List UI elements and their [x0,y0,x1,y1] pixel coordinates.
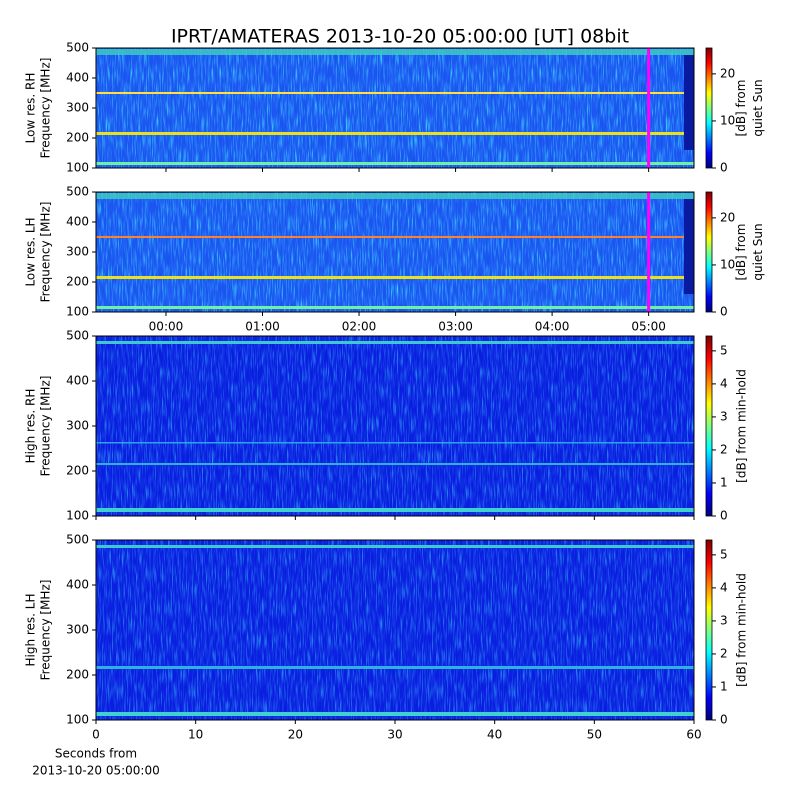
y-tick-label: 500 [66,533,89,547]
colorbar-tick-label: 20 [720,210,735,224]
figure-title: IPRT/AMATERAS 2013-10-20 05:00:00 [UT] 0… [171,26,629,48]
colorbar [705,47,713,169]
colorbar [705,335,713,517]
x-tick-label: 01:00 [245,320,280,334]
y-axis-label: High res. LH [24,593,38,666]
colorbar [705,539,713,721]
y-axis-label: Frequency [MHz] [39,202,53,303]
colorbar-tick-label: 3 [720,409,728,423]
x-tick-label: 02:00 [342,320,377,334]
x-axis-label: Seconds from [55,747,137,761]
colorbar-tick-label: 10 [720,113,735,127]
y-tick-label: 300 [66,101,89,115]
x-tick-label: 60 [686,728,701,742]
y-tick-label: 500 [66,41,89,55]
x-tick-label: 04:00 [535,320,570,334]
colorbar-tick-label: 0 [720,161,728,175]
y-axis-label: Frequency [MHz] [39,580,53,681]
y-tick-label: 200 [66,131,89,145]
colorbar-tick-label: 10 [720,257,735,271]
y-tick-label: 200 [66,668,89,682]
y-tick-label: 500 [66,185,89,199]
y-tick-label: 200 [66,464,89,478]
y-axis-label: Low res. RH [24,73,38,144]
y-tick-label: 100 [66,305,89,319]
y-tick-label: 200 [66,275,89,289]
x-tick-label: 0 [92,728,100,742]
colorbar-tick-label: 2 [720,442,728,456]
x-tick-label: 00:00 [149,320,184,334]
x-tick-label: 30 [387,728,402,742]
colorbar-tick-label: 5 [720,547,728,561]
x-tick-label: 40 [487,728,502,742]
x-tick-label: 05:00 [631,320,666,334]
x-tick-label: 10 [188,728,203,742]
colorbar [705,191,713,313]
colorbar-label: quiet Sun [751,79,765,136]
y-tick-label: 400 [66,215,89,229]
colorbar-label: [dB] from min-hold [735,573,749,687]
colorbar-label: [dB] from [734,80,748,137]
y-tick-label: 300 [66,623,89,637]
y-tick-label: 300 [66,245,89,259]
colorbar-tick-label: 1 [720,475,728,489]
y-tick-label: 300 [66,419,89,433]
colorbar-tick-label: 0 [720,305,728,319]
panel-image [96,192,694,312]
panel-image [96,540,694,720]
colorbar-tick-label: 0 [720,713,728,727]
y-axis-label: High res. RH [24,389,38,464]
colorbar-tick-label: 2 [720,646,728,660]
y-axis-label: Frequency [MHz] [39,58,53,159]
panel-image [96,48,694,168]
y-tick-label: 400 [66,578,89,592]
spectrogram-images [96,48,694,720]
colorbar-tick-label: 0 [720,509,728,523]
y-tick-label: 100 [66,161,89,175]
y-tick-label: 500 [66,329,89,343]
colorbar-tick-label: 5 [720,343,728,357]
x-axis-label: 2013-10-20 05:00:00 [32,764,159,778]
colorbar-label: [dB] from min-hold [735,369,749,483]
x-tick-label: 20 [288,728,303,742]
y-axis-label: Low res. LH [24,217,38,286]
x-tick-label: 50 [587,728,602,742]
colorbar-label: [dB] from [734,224,748,281]
y-tick-label: 400 [66,374,89,388]
y-axis-label: Frequency [MHz] [39,376,53,477]
x-tick-label: 03:00 [438,320,473,334]
y-tick-label: 100 [66,509,89,523]
y-tick-label: 100 [66,713,89,727]
colorbar-tick-label: 4 [720,376,728,390]
colorbar-tick-label: 4 [720,580,728,594]
colorbar-tick-label: 1 [720,679,728,693]
colorbar-tick-label: 20 [720,66,735,80]
y-tick-label: 400 [66,71,89,85]
colorbar-tick-label: 3 [720,613,728,627]
panel-image [96,336,694,516]
colorbar-label: quiet Sun [751,223,765,280]
